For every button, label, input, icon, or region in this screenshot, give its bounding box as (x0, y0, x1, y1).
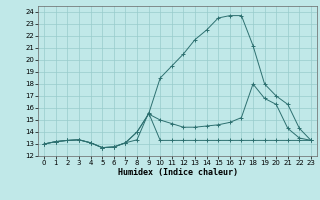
X-axis label: Humidex (Indice chaleur): Humidex (Indice chaleur) (118, 168, 238, 177)
